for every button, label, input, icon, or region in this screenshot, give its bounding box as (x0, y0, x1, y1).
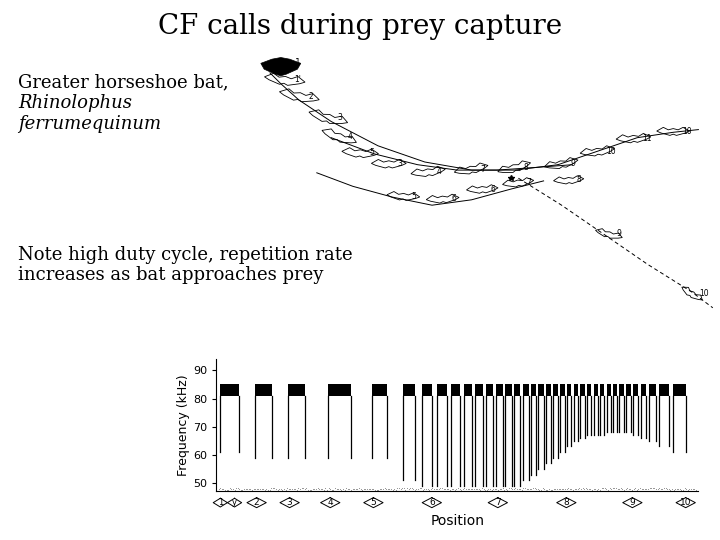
Text: 7: 7 (495, 498, 500, 507)
Bar (659, 384, 669, 396)
Polygon shape (261, 58, 301, 76)
Text: 7: 7 (480, 165, 485, 173)
Y-axis label: Frequency (kHz): Frequency (kHz) (177, 374, 190, 476)
Text: 8: 8 (523, 163, 528, 172)
Bar (372, 384, 387, 396)
Bar (288, 384, 305, 396)
Bar (587, 384, 591, 396)
Bar (531, 384, 536, 396)
Bar (328, 384, 351, 396)
Bar (505, 384, 512, 396)
Text: 6: 6 (451, 194, 456, 203)
Text: CF calls during prey capture: CF calls during prey capture (158, 14, 562, 40)
Bar (633, 384, 638, 396)
Bar (437, 384, 447, 396)
Text: y: y (232, 498, 237, 507)
Bar (464, 384, 472, 396)
Bar (523, 384, 528, 396)
Text: 9: 9 (570, 159, 575, 168)
Bar (607, 384, 611, 396)
Bar (567, 384, 572, 396)
Text: Rhinolophus
ferrumequinum: Rhinolophus ferrumequinum (18, 94, 161, 133)
Text: 10: 10 (682, 127, 691, 136)
Bar (220, 384, 239, 396)
Text: Greater horseshoe bat,: Greater horseshoe bat, (18, 73, 229, 91)
Text: 2: 2 (254, 498, 259, 507)
X-axis label: Position: Position (431, 514, 484, 528)
Text: 5: 5 (369, 148, 374, 157)
Bar (553, 384, 558, 396)
Bar (422, 384, 432, 396)
Bar (593, 384, 598, 396)
Bar (580, 384, 585, 396)
Text: 3: 3 (338, 113, 343, 122)
Bar (402, 384, 415, 396)
Text: Note high duty cycle, repetition rate
increases as bat approaches prey: Note high duty cycle, repetition rate in… (18, 246, 353, 285)
Text: 1': 1' (294, 76, 301, 84)
Text: 9: 9 (616, 230, 621, 238)
Text: 9: 9 (629, 498, 635, 507)
Text: 1: 1 (217, 498, 223, 507)
Bar (475, 384, 482, 396)
Bar (451, 384, 460, 396)
Bar (600, 384, 605, 396)
Bar (496, 384, 503, 396)
Text: 4: 4 (348, 132, 353, 141)
Text: 8: 8 (564, 498, 570, 507)
Text: 7: 7 (526, 178, 531, 187)
Bar (672, 384, 686, 396)
Text: 1: 1 (295, 58, 301, 66)
Text: 4: 4 (328, 498, 333, 507)
Bar (256, 384, 272, 396)
Bar (539, 384, 544, 396)
Bar (560, 384, 564, 396)
Text: 3: 3 (287, 498, 292, 507)
Bar (649, 384, 656, 396)
Text: 11: 11 (642, 134, 652, 143)
Text: 2: 2 (309, 92, 314, 100)
Text: 4: 4 (437, 167, 442, 176)
Text: 6: 6 (429, 498, 435, 507)
Text: 10: 10 (680, 498, 691, 507)
Text: 5: 5 (371, 498, 377, 507)
Bar (546, 384, 551, 396)
Bar (486, 384, 493, 396)
Text: 10: 10 (699, 289, 708, 298)
Bar (641, 384, 646, 396)
Text: 10: 10 (606, 147, 616, 156)
Bar (514, 384, 521, 396)
Bar (626, 384, 631, 396)
Text: 6: 6 (490, 185, 495, 193)
Bar (619, 384, 624, 396)
Text: 5: 5 (412, 192, 417, 200)
Bar (613, 384, 617, 396)
Text: 3: 3 (397, 159, 402, 168)
Text: 8: 8 (577, 176, 582, 184)
Bar (574, 384, 578, 396)
